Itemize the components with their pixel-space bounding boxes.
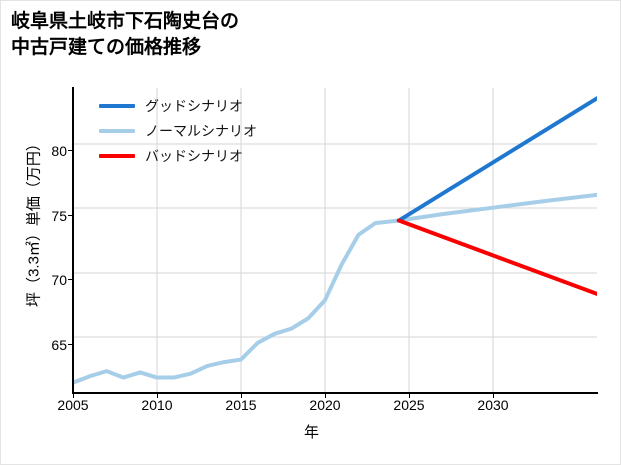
x-tick-2025: 2025 bbox=[393, 397, 425, 413]
x-tickmark-2025 bbox=[409, 393, 410, 398]
legend-swatch-bad bbox=[99, 153, 135, 158]
legend-label-bad: バッドシナリオ bbox=[145, 147, 243, 164]
chart-title: 岐阜県土岐市下石陶史台の 中古戸建ての価格推移 bbox=[11, 11, 240, 59]
legend-item-bad: バッドシナリオ bbox=[99, 143, 257, 168]
series-line-good bbox=[396, 96, 597, 223]
x-tickmark-2010 bbox=[157, 393, 158, 398]
x-axis-line bbox=[72, 392, 598, 394]
gridlines bbox=[73, 88, 597, 393]
y-axis-line bbox=[72, 87, 74, 394]
y-tick-70: 70 bbox=[51, 272, 67, 288]
legend-swatch-normal bbox=[99, 128, 135, 133]
legend-label-good: グッドシナリオ bbox=[145, 97, 243, 114]
x-tickmark-2020 bbox=[325, 393, 326, 398]
x-tick-2030: 2030 bbox=[477, 397, 509, 413]
x-tick-2005: 2005 bbox=[57, 397, 89, 413]
series-line-normal bbox=[73, 192, 597, 385]
x-tickmark-2015 bbox=[241, 393, 242, 398]
y-axis-ticks: 65 70 75 80 bbox=[37, 1, 67, 466]
y-tickmark-80 bbox=[68, 150, 73, 151]
x-tick-2010: 2010 bbox=[141, 397, 173, 413]
legend-item-good: グッドシナリオ bbox=[99, 93, 257, 118]
y-tickmark-65 bbox=[68, 344, 73, 345]
y-tick-75: 75 bbox=[51, 208, 67, 224]
series-line-bad bbox=[396, 218, 597, 296]
chart-canvas bbox=[73, 88, 597, 393]
x-tickmark-2005 bbox=[73, 393, 74, 398]
y-tick-65: 65 bbox=[51, 337, 67, 353]
y-tickmark-75 bbox=[68, 215, 73, 216]
x-tick-2020: 2020 bbox=[309, 397, 341, 413]
y-tickmark-70 bbox=[68, 279, 73, 280]
x-tickmark-2030 bbox=[493, 393, 494, 398]
legend-item-normal: ノーマルシナリオ bbox=[99, 118, 257, 143]
x-tick-2015: 2015 bbox=[225, 397, 257, 413]
plot-area bbox=[73, 88, 597, 393]
x-axis-label: 年 bbox=[303, 424, 319, 441]
y-tick-80: 80 bbox=[51, 143, 67, 159]
y-axis-label: 坪（3.3㎡）単価（万円） bbox=[25, 136, 43, 307]
legend-swatch-good bbox=[99, 103, 135, 108]
legend-label-normal: ノーマルシナリオ bbox=[145, 122, 257, 139]
chart-legend: グッドシナリオ ノーマルシナリオ バッドシナリオ bbox=[99, 93, 257, 168]
